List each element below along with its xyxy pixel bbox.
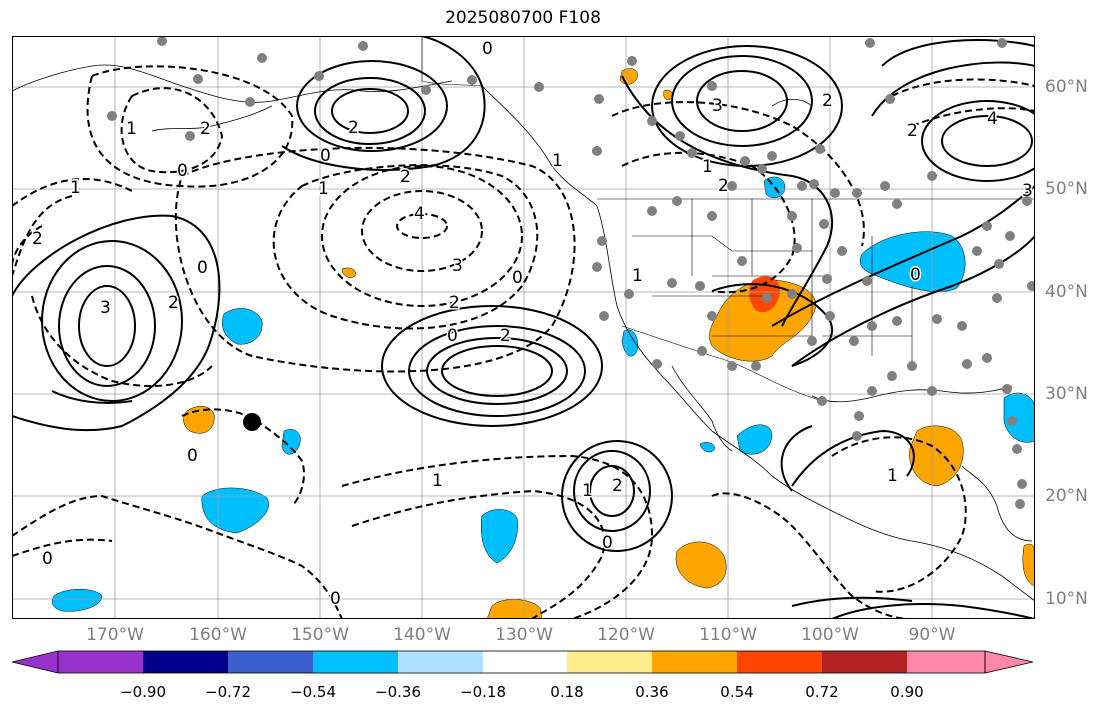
contour-label: 0 bbox=[910, 265, 921, 285]
negative-contours bbox=[12, 65, 1035, 619]
positive-shading bbox=[183, 68, 1035, 619]
lat-label-10n: 10°N bbox=[1045, 589, 1088, 609]
lon-label-160w: 160°W bbox=[189, 625, 247, 645]
contour-label: 3 bbox=[1022, 181, 1033, 201]
contour-label: 2 bbox=[400, 167, 411, 187]
contour-label: 3 bbox=[452, 256, 463, 276]
lat-label-30n: 30°N bbox=[1045, 384, 1088, 404]
colorbar-extend-max bbox=[984, 650, 1034, 674]
contour-label: 0 bbox=[512, 268, 523, 288]
contour-labels: 0 0 0 0 0 0 0 0 0 0 0 1 1 1 1 1 1 1 2 2 … bbox=[31, 38, 1035, 611]
contour-label: 0 bbox=[447, 326, 458, 346]
colorbar-bin bbox=[483, 651, 567, 673]
colorbar-frame bbox=[57, 650, 986, 674]
colorbar-tick: 0.90 bbox=[890, 683, 924, 701]
colorbar-tick: −0.18 bbox=[460, 683, 506, 701]
map-title: 2025080700 F108 bbox=[445, 8, 601, 28]
colorbar-bin bbox=[822, 651, 907, 673]
colorbar-bin bbox=[143, 651, 228, 673]
coastlines bbox=[12, 64, 1035, 602]
contour-label: 2 bbox=[500, 326, 511, 346]
colorbar-tick: −0.36 bbox=[375, 683, 421, 701]
contour-label: 0 bbox=[42, 549, 53, 569]
contour-label: 1 bbox=[632, 266, 643, 286]
contour-label: 2 bbox=[449, 293, 460, 313]
colorbar-tick: 0.36 bbox=[635, 683, 669, 701]
colorbar-bin bbox=[228, 651, 313, 673]
colorbar-tick: −0.90 bbox=[120, 683, 166, 701]
contour-label: 2 bbox=[907, 121, 918, 141]
contour-label: 2 bbox=[32, 229, 43, 249]
lon-label-100w: 100°W bbox=[801, 625, 859, 645]
contour-label: 0 bbox=[197, 258, 208, 278]
colorbar-tick: 0.18 bbox=[550, 683, 584, 701]
lat-label-60n: 60°N bbox=[1045, 77, 1088, 97]
highlight-marker bbox=[243, 413, 261, 431]
colorbar-tick: 0.72 bbox=[805, 683, 839, 701]
colorbar-bin bbox=[737, 651, 822, 673]
contour-label: 1 bbox=[318, 179, 329, 199]
grid bbox=[12, 36, 1035, 619]
lat-label-40n: 40°N bbox=[1045, 282, 1088, 302]
colorbar bbox=[11, 650, 1034, 674]
contour-label: 0 bbox=[177, 161, 188, 181]
contour-label: 0 bbox=[320, 146, 331, 166]
colorbar-tick: 0.54 bbox=[720, 683, 754, 701]
contour-label: 4 bbox=[414, 204, 425, 224]
contour-label: 1 bbox=[126, 119, 137, 139]
contour-label: 1 bbox=[582, 481, 593, 501]
lat-label-20n: 20°N bbox=[1045, 486, 1088, 506]
negative-shading bbox=[51, 176, 1035, 612]
contour-label: 2 bbox=[612, 476, 623, 496]
contour-label: 3 bbox=[712, 96, 723, 116]
lon-label-130w: 130°W bbox=[495, 625, 553, 645]
map-panel: 0 0 0 0 0 0 0 0 0 0 0 1 1 1 1 1 1 1 2 2 … bbox=[12, 36, 1035, 619]
borders bbox=[421, 36, 1035, 402]
lon-label-110w: 110°W bbox=[699, 625, 757, 645]
contour-label: 0 bbox=[330, 589, 341, 609]
contour-label: 2 bbox=[718, 176, 729, 196]
colorbar-bin bbox=[567, 651, 652, 673]
colorbar-tick: −0.54 bbox=[290, 683, 336, 701]
contour-label: 1 bbox=[70, 178, 81, 198]
lon-label-120w: 120°W bbox=[597, 625, 655, 645]
lon-label-150w: 150°W bbox=[291, 625, 349, 645]
lat-label-50n: 50°N bbox=[1045, 179, 1088, 199]
station-markers bbox=[107, 36, 1035, 509]
contour-label: 0 bbox=[482, 39, 493, 59]
contour-label: 2 bbox=[200, 119, 211, 139]
contour-label: 2 bbox=[348, 118, 359, 138]
colorbar-tick: −0.72 bbox=[205, 683, 251, 701]
contour-label: 0 bbox=[187, 446, 198, 466]
contour-label: 1 bbox=[887, 466, 898, 486]
colorbar-bin bbox=[313, 651, 398, 673]
map-frame bbox=[12, 36, 1035, 619]
positive-contours bbox=[12, 36, 1035, 619]
colorbar-bin bbox=[398, 651, 483, 673]
colorbar-bin bbox=[652, 651, 737, 673]
contour-label: 2 bbox=[168, 293, 179, 313]
contour-label: 3 bbox=[100, 298, 111, 318]
contour-label: 4 bbox=[987, 109, 998, 129]
colorbar-bin bbox=[907, 651, 985, 673]
lon-label-170w: 170°W bbox=[86, 625, 144, 645]
colorbar-extend-min bbox=[11, 650, 59, 674]
colorbar-bin bbox=[58, 651, 143, 673]
contour-label: 1 bbox=[552, 151, 563, 171]
contour-label: 1 bbox=[702, 157, 713, 177]
contour-label: 1 bbox=[432, 471, 443, 491]
contour-label: 0 bbox=[602, 533, 613, 553]
contour-label: 2 bbox=[822, 91, 833, 111]
lon-label-90w: 90°W bbox=[908, 625, 956, 645]
lon-label-140w: 140°W bbox=[393, 625, 451, 645]
